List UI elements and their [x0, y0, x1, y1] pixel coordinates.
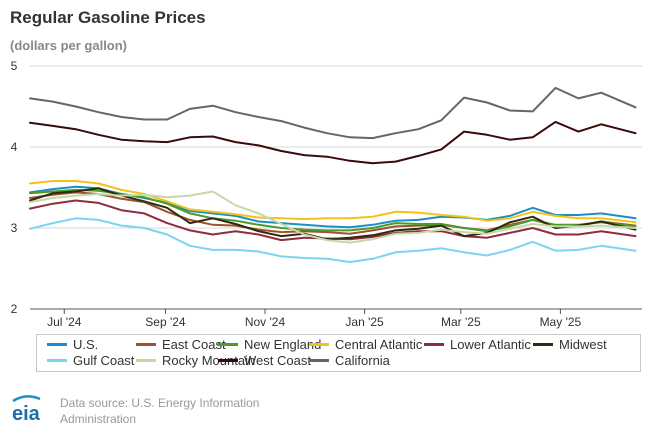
eia-logo-text: eia	[12, 403, 41, 424]
y-tick-label: 4	[11, 140, 18, 154]
chart-subtitle: (dollars per gallon)	[10, 38, 128, 53]
y-tick-label: 2	[11, 302, 18, 316]
legend-label: New England	[244, 337, 322, 352]
legend-swatch	[424, 343, 444, 346]
legend-item: Lower Atlantic	[424, 337, 531, 352]
data-source-line2: Administration	[60, 412, 137, 426]
legend-swatch	[309, 343, 329, 346]
legend-item: New England	[218, 337, 321, 352]
x-tick-label: Jul '24	[47, 315, 82, 329]
grid-layer	[30, 65, 642, 310]
legend-swatch	[533, 343, 553, 346]
legend-label: West Coast	[244, 353, 311, 368]
legend-item: California	[309, 353, 390, 368]
legend-swatch	[47, 343, 67, 346]
legend-swatch	[218, 359, 238, 362]
series-layer	[29, 86, 637, 263]
x-tick-label: Sep '24	[145, 315, 186, 329]
legend-label: Midwest	[559, 337, 607, 352]
legend-label: East Coast	[162, 337, 226, 352]
legend-label: Central Atlantic	[335, 337, 423, 352]
legend-swatch	[136, 359, 156, 362]
legend-item: Midwest	[533, 337, 607, 352]
legend-item: East Coast	[136, 337, 226, 352]
series-line-california	[29, 86, 637, 140]
legend-label: Lower Atlantic	[450, 337, 531, 352]
series-line-central-atlantic	[29, 180, 637, 224]
legend-swatch	[218, 343, 238, 346]
eia-logo: eia	[10, 394, 52, 425]
chart-legend: U.S. East Coast New England Central Atlanti…	[36, 334, 641, 372]
legend-item: U.S.	[47, 337, 98, 352]
x-tick-label: Mar '25	[441, 315, 481, 329]
series-line-gulf-coast	[29, 217, 637, 263]
legend-swatch	[136, 343, 156, 346]
series-line-west-coast	[29, 120, 637, 165]
data-source-line1: Data source: U.S. Energy Information	[60, 396, 260, 410]
legend-label: U.S.	[73, 337, 99, 352]
series-line-lower-atlantic	[29, 199, 637, 242]
legend-item: Central Atlantic	[309, 337, 422, 352]
chart-title: Regular Gasoline Prices	[10, 8, 206, 27]
legend-swatch	[309, 359, 329, 362]
x-tick-label: May '25	[540, 315, 582, 329]
legend-item: Rocky Mountain	[136, 353, 255, 368]
legend-item: West Coast	[218, 353, 311, 368]
x-tick-label: Jan '25	[345, 315, 384, 329]
data-source-note: Data source: U.S. Energy Information Adm…	[60, 395, 290, 427]
series-line-u-s	[29, 185, 637, 229]
legend-label: California	[335, 353, 390, 368]
series-line-rocky-mountain	[29, 190, 637, 244]
legend-swatch	[47, 359, 67, 362]
legend-label: Rocky Mountain	[162, 353, 256, 368]
chart-canvas: 2 3 4 5 Jul '24 Sep '24 Nov '24 Jan '25 Mar '25 M…	[11, 59, 642, 329]
x-tick-label: Nov '24	[245, 315, 286, 329]
axis-layer: 2 3 4 5 Jul '24 Sep '24 Nov '24 Jan '25 Mar '25 M…	[11, 59, 582, 329]
legend-label: Gulf Coast	[73, 353, 135, 368]
y-tick-label: 3	[11, 221, 18, 235]
y-tick-label: 5	[11, 59, 18, 73]
legend-item: Gulf Coast	[47, 353, 134, 368]
